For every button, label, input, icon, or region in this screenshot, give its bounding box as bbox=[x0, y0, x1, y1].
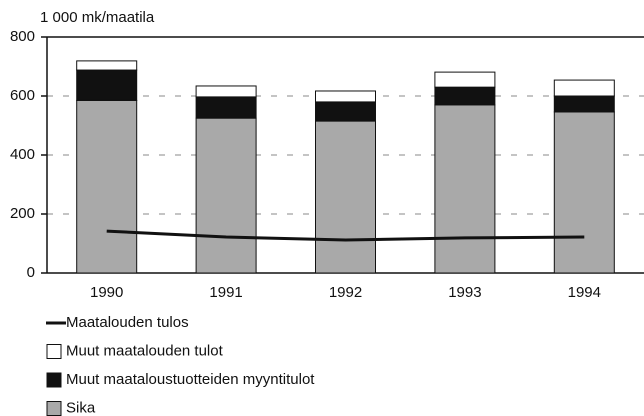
y-tick-label: 400 bbox=[10, 146, 35, 163]
x-tick-label: 1992 bbox=[329, 284, 362, 301]
y-tick-label: 0 bbox=[27, 264, 35, 281]
bar bbox=[434, 71, 496, 88]
bar bbox=[553, 79, 615, 97]
bar bbox=[76, 99, 138, 274]
legend-label: Muut maataloustuotteiden myyntitulot bbox=[66, 371, 315, 388]
legend-swatch bbox=[46, 401, 62, 416]
y-tick-label: 600 bbox=[10, 87, 35, 104]
bar bbox=[315, 120, 376, 274]
line bbox=[106, 229, 585, 242]
y-tick-label: 800 bbox=[10, 28, 35, 45]
bar bbox=[553, 111, 615, 274]
legend-label: Muut maatalouden tulot bbox=[66, 342, 224, 359]
bar bbox=[195, 117, 257, 274]
x-tick-label: 1993 bbox=[448, 284, 481, 301]
legend-swatch bbox=[46, 372, 62, 388]
bar bbox=[195, 85, 257, 98]
legend-label: Sika bbox=[66, 399, 96, 416]
bar bbox=[76, 69, 138, 101]
legend-swatch bbox=[46, 344, 62, 359]
bar bbox=[434, 86, 496, 106]
bar bbox=[434, 104, 496, 274]
bar bbox=[553, 95, 615, 113]
bar bbox=[76, 60, 138, 71]
x-tick-label: 1994 bbox=[568, 284, 601, 301]
y-tick-label: 200 bbox=[10, 205, 35, 222]
y-axis-label: 1 000 mk/maatila bbox=[40, 9, 155, 26]
bar bbox=[315, 101, 376, 122]
x-tick-label: 1991 bbox=[209, 284, 242, 301]
legend-label: Maatalouden tulos bbox=[66, 314, 189, 331]
bar bbox=[315, 90, 376, 103]
bar bbox=[195, 96, 257, 119]
x-tick-label: 1990 bbox=[90, 284, 123, 301]
